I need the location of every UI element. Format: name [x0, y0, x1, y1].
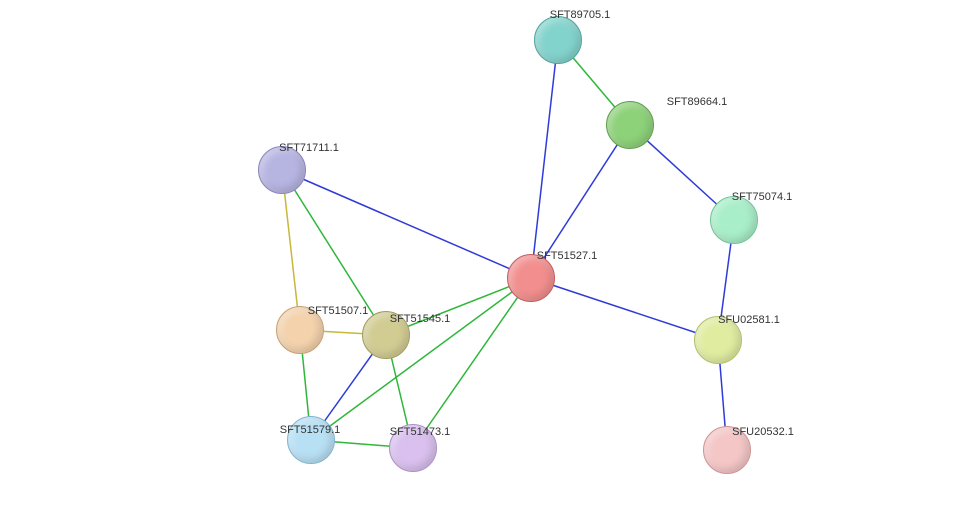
node-label: SFT51507.1: [308, 305, 369, 317]
edge: [282, 170, 531, 278]
network-graph: SFT89705.1 SFT89664.1 SFT71711.1 SFT75074.1…: [0, 0, 976, 517]
graph-node[interactable]: [534, 16, 582, 64]
node-label: SFT75074.1: [732, 191, 793, 203]
node-circle: [710, 196, 758, 244]
node-label: SFT51527.1: [537, 250, 598, 262]
node-label: SFT51473.1: [390, 426, 451, 438]
node-label: SFU20532.1: [732, 426, 794, 438]
node-label: SFT89705.1: [550, 9, 611, 21]
node-label: SFT51545.1: [390, 313, 451, 325]
node-circle: [606, 101, 654, 149]
node-circle: [534, 16, 582, 64]
edges-layer: [0, 0, 976, 517]
node-label: SFT89664.1: [667, 96, 728, 108]
node-label: SFT51579.1: [280, 424, 341, 436]
node-label: SFT71711.1: [279, 142, 339, 154]
graph-node[interactable]: [710, 196, 758, 244]
edge: [413, 278, 531, 448]
edge: [531, 278, 718, 340]
edge: [311, 278, 531, 440]
node-label: SFU02581.1: [718, 314, 780, 326]
graph-node[interactable]: [606, 101, 654, 149]
